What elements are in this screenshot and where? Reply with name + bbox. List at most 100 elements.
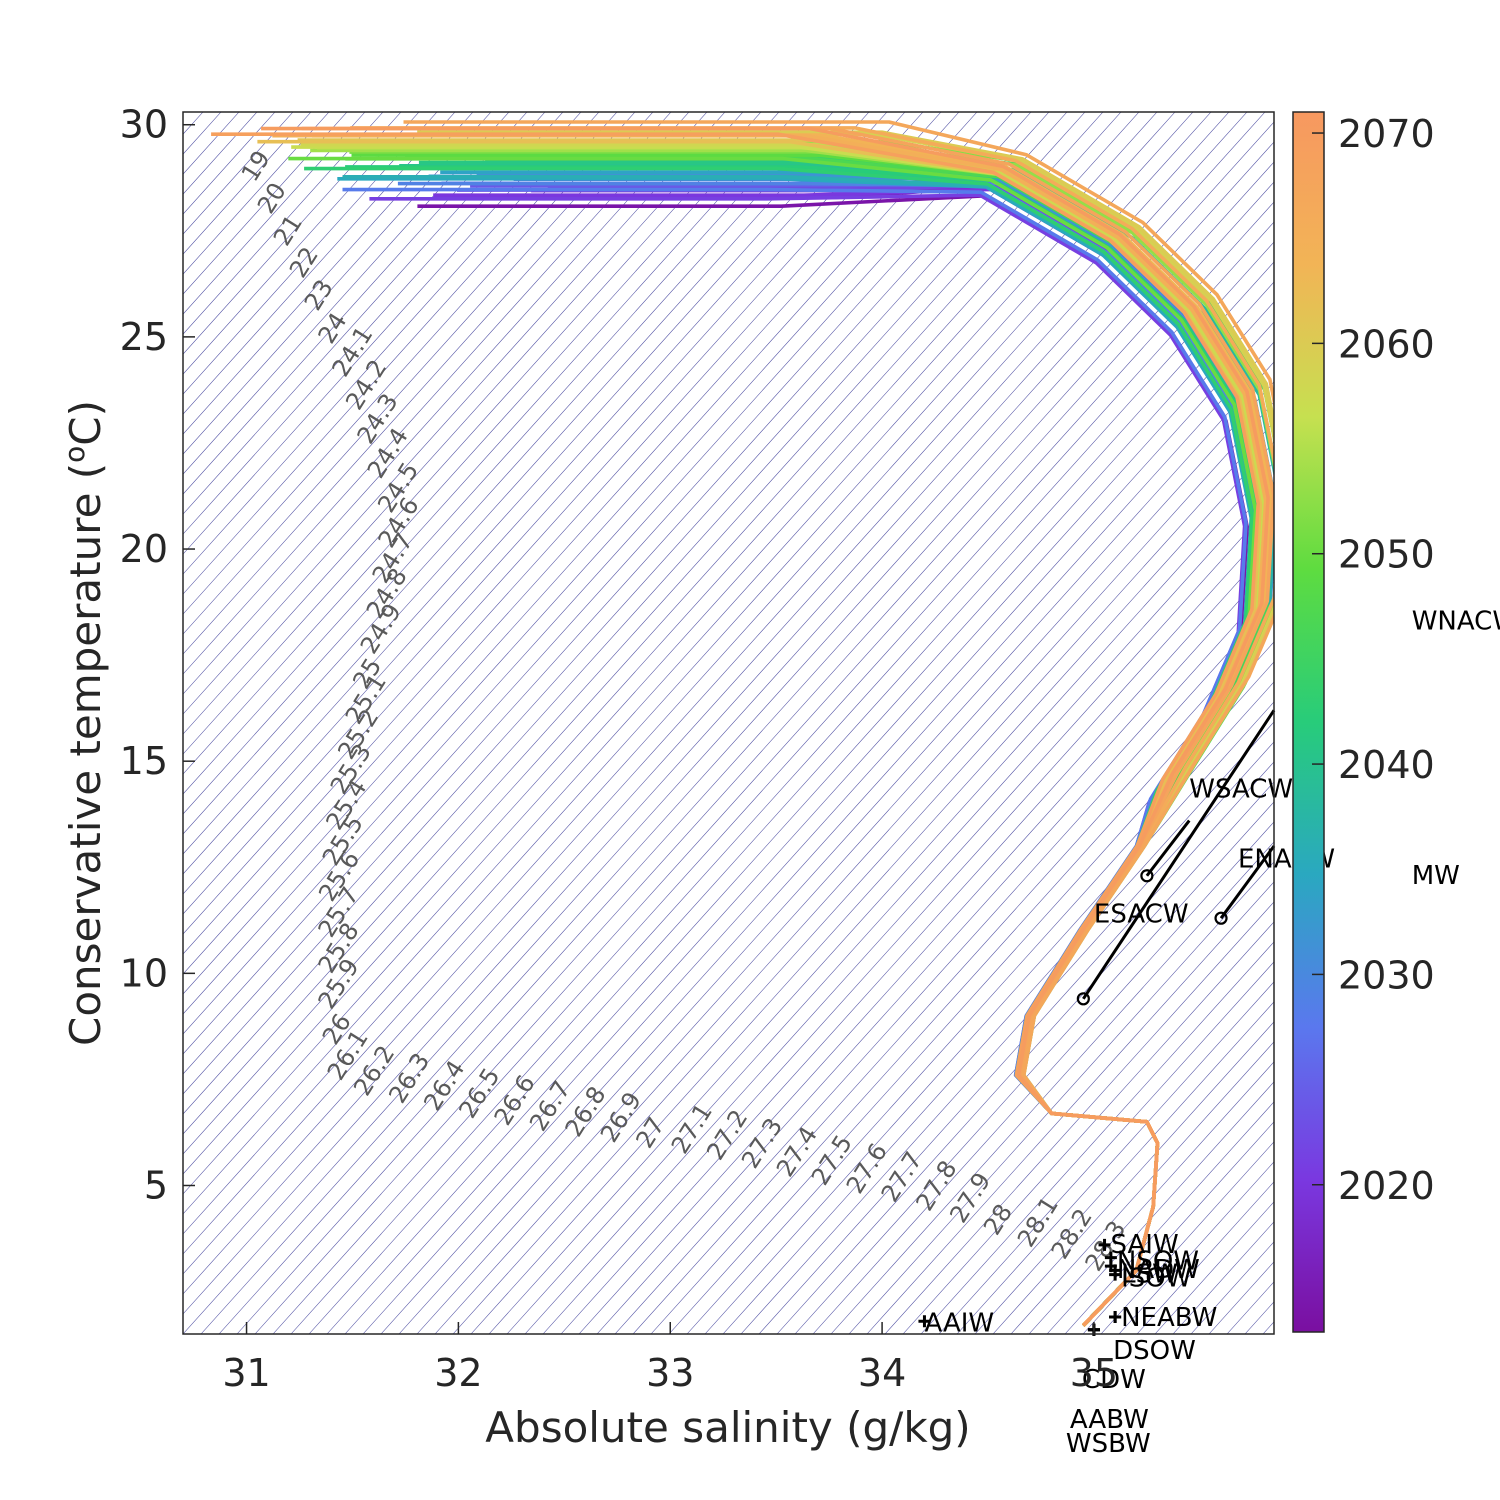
density-contour-line bbox=[183, 112, 852, 855]
ts-profiles bbox=[211, 120, 1274, 1327]
density-contour-line bbox=[632, 621, 1274, 1334]
y-tick-label: 30 bbox=[120, 103, 168, 147]
density-contour-line bbox=[183, 112, 1230, 1275]
density-contour-line bbox=[183, 112, 1050, 1075]
density-contour-line bbox=[200, 141, 1274, 1334]
water-mass-label: NADW bbox=[1117, 1255, 1200, 1285]
density-contour-line bbox=[183, 112, 816, 815]
ts-profile-line bbox=[513, 174, 1274, 1327]
density-contour-line bbox=[524, 501, 1274, 1334]
density-contour-line bbox=[183, 112, 636, 615]
density-contour-line bbox=[992, 1021, 1274, 1334]
density-contour-line bbox=[866, 881, 1274, 1334]
density-contour-line bbox=[183, 112, 906, 915]
density-contour-line bbox=[183, 112, 1086, 1115]
colorbar-tick-label: 2050 bbox=[1338, 533, 1435, 577]
ts-profile-line bbox=[291, 145, 1264, 1327]
density-contour-line bbox=[183, 112, 600, 575]
ts-profile-line bbox=[304, 166, 1254, 1327]
density-contour-line bbox=[183, 112, 690, 675]
water-mass-label: ISOW bbox=[1121, 1264, 1191, 1294]
density-contour-line bbox=[183, 112, 1032, 1055]
density-contour-line bbox=[183, 112, 240, 175]
x-axis-label: Absolute salinity (g/kg) bbox=[485, 1403, 970, 1452]
central-water-line bbox=[1082, 709, 1276, 1000]
density-contour-line bbox=[1353, 112, 1500, 1334]
central-water-label: ESACW bbox=[1094, 899, 1189, 929]
density-contour-line bbox=[650, 641, 1274, 1334]
density-contour-line bbox=[183, 112, 330, 275]
central-water-label: WNACW bbox=[1412, 607, 1500, 637]
colorbar-tick-label: 2020 bbox=[1338, 1164, 1435, 1208]
y-tick-label: 20 bbox=[120, 527, 168, 571]
central-water-marker bbox=[1214, 911, 1228, 925]
density-contour-line bbox=[1443, 112, 1500, 1334]
density-contour-line bbox=[452, 421, 1274, 1334]
x-tick-label: 32 bbox=[434, 1351, 482, 1395]
density-contour-line bbox=[506, 481, 1274, 1334]
density-contour-line bbox=[183, 112, 708, 695]
density-contour-line bbox=[183, 112, 834, 835]
density-contour-line bbox=[434, 401, 1274, 1334]
density-contour-line bbox=[183, 112, 1140, 1175]
ts-profile-line bbox=[261, 126, 1270, 1327]
density-contour-line bbox=[183, 112, 996, 1015]
density-contour-line bbox=[183, 112, 510, 475]
density-contour-line bbox=[1479, 112, 1500, 1334]
density-contour-line bbox=[812, 821, 1274, 1334]
density-contour-line bbox=[183, 112, 402, 355]
density-contour-line bbox=[218, 161, 1274, 1334]
density-contour-line bbox=[183, 112, 258, 195]
density-contour-line bbox=[183, 112, 1014, 1035]
density-contour-line bbox=[398, 361, 1274, 1334]
density-contour-line bbox=[183, 112, 1068, 1095]
water-mass-label: WSBW bbox=[1066, 1429, 1151, 1459]
colorbar-gradient bbox=[1292, 111, 1325, 1333]
density-contour-line bbox=[183, 112, 654, 635]
density-contour-line bbox=[183, 112, 1194, 1235]
water-mass-label: SAIW bbox=[1111, 1230, 1179, 1260]
density-contour-line bbox=[183, 112, 1176, 1215]
density-contour-line bbox=[560, 541, 1274, 1334]
density-contour-line bbox=[1208, 1261, 1274, 1334]
density-contour-line bbox=[344, 301, 1274, 1334]
x-tick-label: 34 bbox=[858, 1351, 906, 1395]
density-contour-line bbox=[488, 461, 1274, 1334]
density-contour-line bbox=[183, 112, 528, 495]
density-contour-line bbox=[1046, 1081, 1274, 1334]
density-contour-line bbox=[596, 581, 1274, 1334]
density-contour-line bbox=[380, 341, 1274, 1334]
x-tick-label: 35 bbox=[1070, 1351, 1118, 1395]
density-contour-line bbox=[1064, 1101, 1274, 1334]
density-contour-line bbox=[686, 681, 1274, 1334]
water-mass-label: NEABW bbox=[1121, 1303, 1217, 1333]
density-contour-line bbox=[183, 112, 546, 515]
density-contour-line bbox=[956, 981, 1274, 1334]
density-contour-line bbox=[183, 112, 780, 775]
density-contour-labels: 19202122232424.124.224.324.424.524.624.7… bbox=[236, 146, 1132, 1276]
central-water-marker bbox=[1076, 992, 1090, 1006]
density-contour-line bbox=[183, 112, 582, 555]
colorbar: 2020 2030 2040 2050 2060 2070 bbox=[1292, 111, 1435, 1333]
density-contour-line bbox=[470, 441, 1274, 1334]
colorbar-tick-label: 2060 bbox=[1338, 322, 1435, 366]
y-axis-ticks: 5 10 15 20 25 30 bbox=[120, 103, 195, 1207]
y-tick-label: 15 bbox=[120, 739, 168, 783]
density-contour-line bbox=[794, 801, 1274, 1334]
water-mass-marker bbox=[1098, 1238, 1111, 1251]
water-mass-label: LSW bbox=[1121, 1259, 1178, 1289]
density-contour-label: 28 bbox=[978, 1199, 1018, 1240]
density-contour-line bbox=[938, 961, 1274, 1334]
y-tick-label: 10 bbox=[120, 951, 168, 995]
density-contour-line bbox=[830, 841, 1274, 1334]
density-contour-line bbox=[1407, 112, 1500, 1334]
colorbar-tick-label: 2040 bbox=[1338, 743, 1435, 787]
central-water-marker bbox=[1140, 869, 1154, 883]
density-contour-line bbox=[183, 112, 1158, 1195]
y-axis-label: Conservative temperature (oC) bbox=[58, 400, 110, 1046]
water-mass-marker bbox=[918, 1315, 931, 1328]
density-contour-line bbox=[1335, 112, 1500, 1334]
density-contour-line bbox=[776, 781, 1274, 1334]
density-contour-line bbox=[183, 112, 618, 595]
